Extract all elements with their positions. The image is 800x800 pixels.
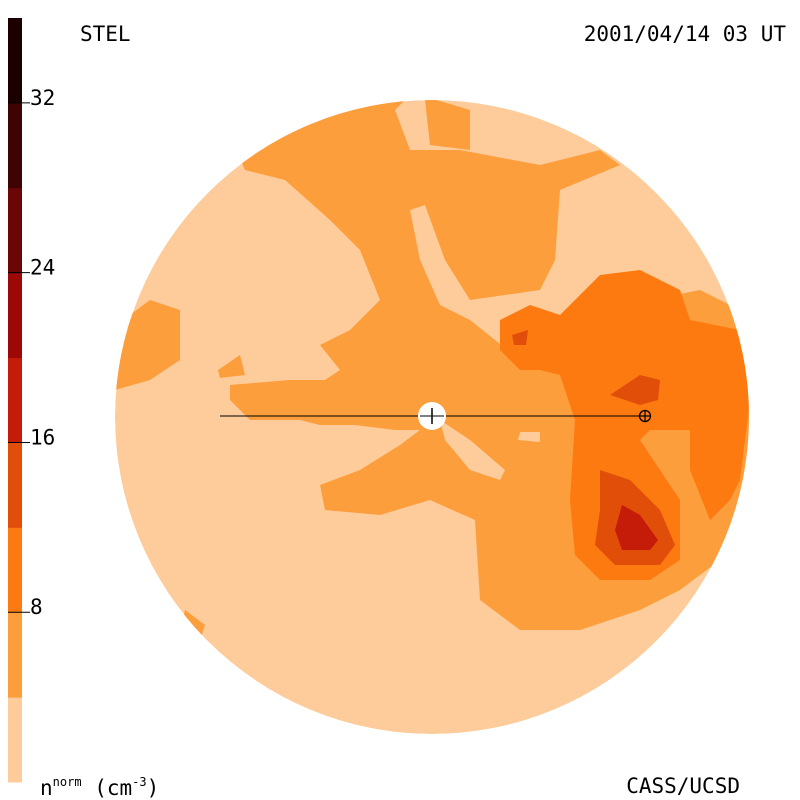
contour-level-2 — [500, 270, 749, 580]
colorbar-bin-0 — [8, 697, 22, 783]
colorbar-bin-1 — [8, 612, 22, 698]
colorbar-tick-label: 24 — [30, 256, 55, 280]
colorbar-tick-label: 32 — [30, 86, 55, 110]
contour-hole-1 — [415, 235, 460, 305]
contour-level-1-west2 — [218, 355, 245, 378]
earth-icon — [638, 409, 652, 423]
contour-level-4 — [615, 505, 658, 550]
colorbar-tick-label: 8 — [30, 595, 43, 619]
colorbar-bin-6 — [8, 187, 22, 274]
contour-level-3-north — [512, 330, 528, 345]
colorbar-bin-5 — [8, 272, 22, 359]
contour-hole-3 — [518, 432, 540, 442]
credit-label: CASS/UCSD — [626, 774, 740, 798]
colorbar-tick-label: 16 — [30, 425, 55, 449]
colorbar-bin-7 — [8, 102, 22, 189]
data-source-label: STEL — [80, 22, 131, 46]
contour-hole-2 — [440, 420, 505, 480]
timestamp-label: 2001/04/14 03 UT — [583, 22, 786, 46]
colorbar-bin-3 — [8, 442, 22, 528]
colorbar: 8 16 24 32 — [8, 18, 55, 783]
colorbar-bin-2 — [8, 527, 22, 613]
colorbar-title: nnorm (cm-3) — [40, 775, 160, 800]
contour-level-3 — [610, 375, 660, 405]
colorbar-bin-4 — [8, 357, 22, 443]
colorbar-bin-8 — [8, 18, 22, 104]
